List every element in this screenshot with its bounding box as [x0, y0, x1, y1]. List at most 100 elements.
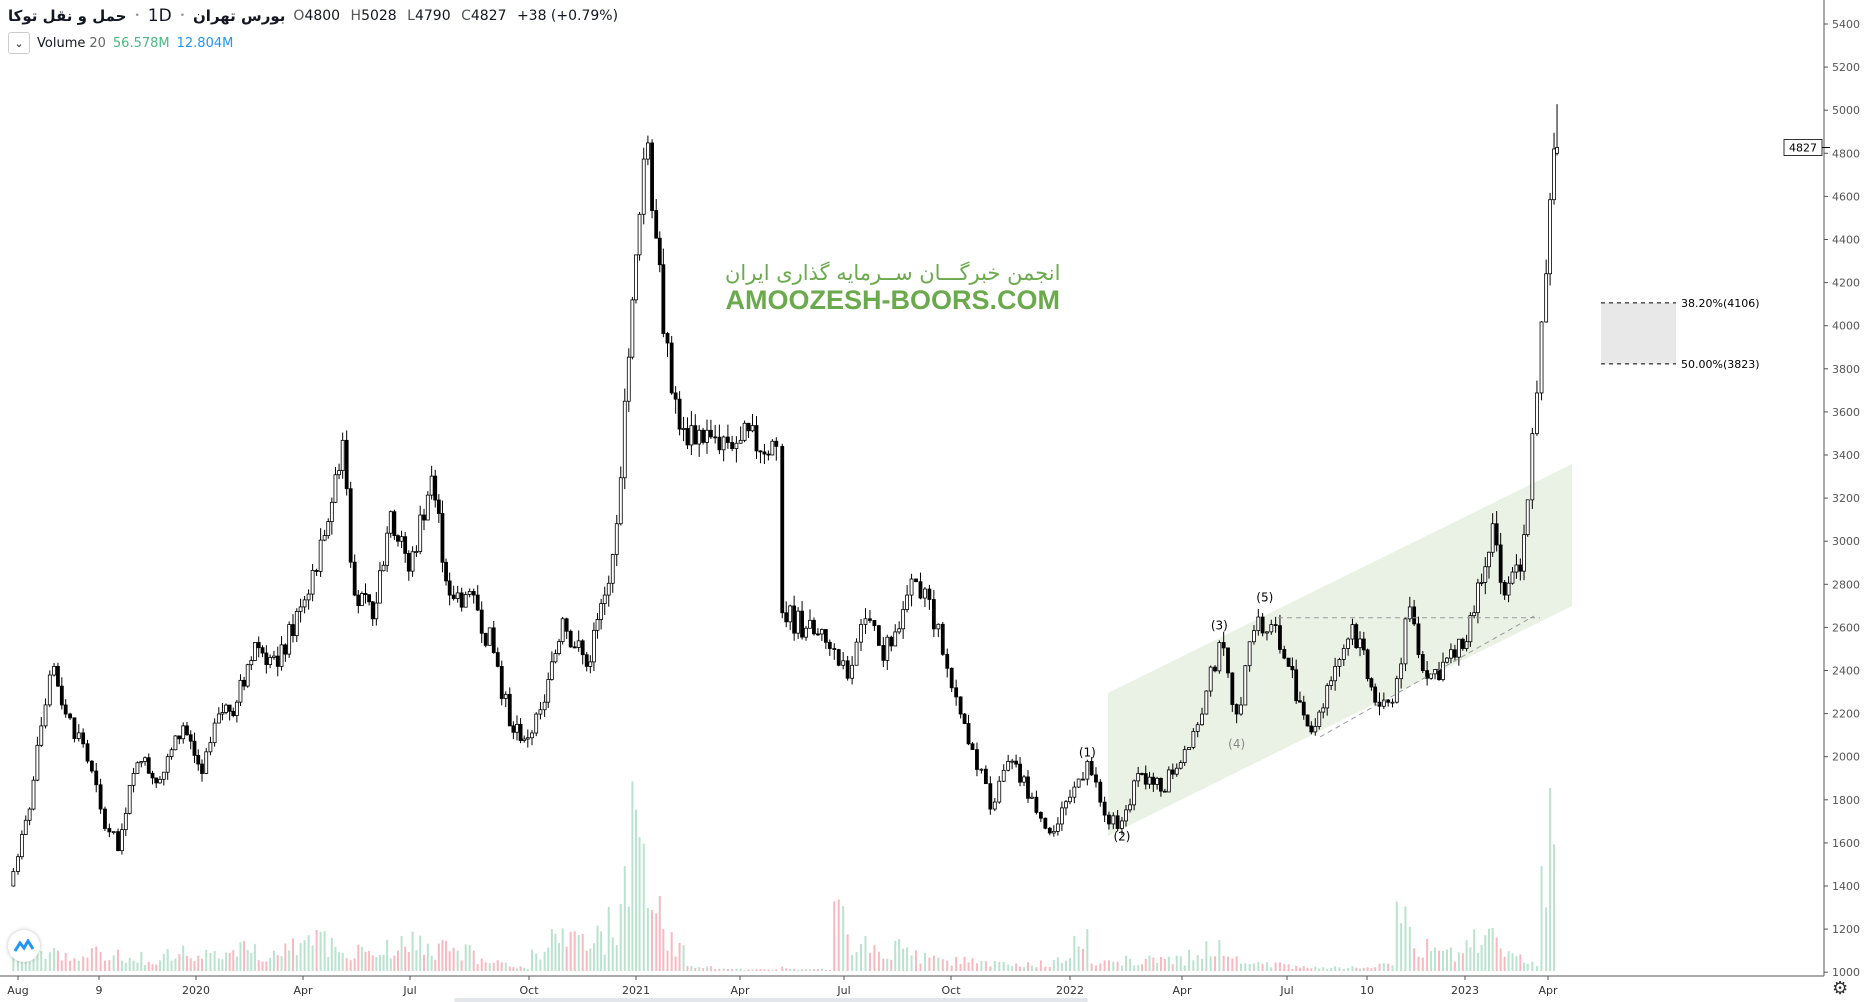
candle-body — [525, 737, 530, 740]
volume-bar — [1129, 958, 1132, 971]
volume-bar — [739, 968, 742, 971]
candle-body — [997, 780, 1002, 803]
candle-body — [131, 773, 136, 786]
volume-bar — [1188, 949, 1191, 971]
candle-body — [1325, 685, 1330, 709]
volume-bar — [1310, 968, 1313, 971]
candle-body — [94, 770, 99, 786]
watermark-persian: انجمن خبرگـــان ســرمایه گذاری ایران — [725, 261, 1061, 285]
drawings[interactable]: 38.20%(4106) 50.00%(3823) (1) (2) (3) (4) (5) — [1079, 297, 1760, 844]
volume-bar — [261, 961, 264, 971]
candle-body — [854, 641, 859, 666]
volume-bar — [797, 969, 800, 971]
tradingview-logo[interactable] — [8, 930, 40, 962]
horizontal-scrollbar[interactable] — [454, 998, 1088, 1002]
candle-body — [1132, 780, 1137, 806]
candle-body — [310, 570, 315, 595]
time-axis[interactable]: Aug 9 2020 Apr Jul Oct 2021 Apr Jul Oct 2022 Apr Jul… — [0, 975, 1824, 997]
low-value: 4790 — [414, 8, 451, 24]
time-tick-label: 10 — [1360, 984, 1374, 997]
candle-body — [1535, 392, 1539, 435]
candle-body — [298, 606, 303, 612]
volume-bar — [396, 950, 399, 971]
candle-body — [11, 871, 16, 887]
time-tick-label: 2023 — [1451, 984, 1479, 997]
volume-bar — [144, 965, 147, 971]
candle-body — [918, 581, 923, 599]
volume-bar — [1081, 949, 1084, 971]
volume-label[interactable]: Volume — [37, 35, 86, 51]
candle-body — [403, 536, 408, 554]
candle-body — [954, 687, 959, 698]
volume-bar — [882, 958, 885, 971]
candle-body — [348, 488, 353, 563]
price-axis[interactable]: 5400 5200 5000 4800 4600 4400 4200 4000 3800 3600… — [1783, 0, 1864, 979]
symbol-name[interactable]: حمل و نقل توکا — [8, 7, 127, 25]
volume-bar — [1270, 967, 1273, 971]
volume-bar — [775, 969, 778, 971]
candle-body — [1390, 701, 1395, 704]
candle-body — [56, 666, 60, 687]
volume-bar — [1159, 956, 1162, 971]
candle-body — [318, 539, 323, 572]
candle-body — [988, 783, 993, 810]
volume-bar — [1073, 935, 1076, 971]
volume-bar — [500, 962, 503, 971]
candle-body — [135, 762, 140, 774]
last-price-label: 4827 — [1789, 141, 1817, 154]
volume-bar — [1011, 965, 1014, 971]
candle-body — [816, 633, 820, 636]
volume-bar — [117, 949, 120, 971]
candle-body — [192, 740, 197, 756]
candle-body — [1282, 649, 1287, 659]
volume-bar — [140, 951, 143, 971]
volume-bar — [1499, 948, 1502, 971]
candle-body — [165, 756, 170, 773]
volume-bar — [1120, 965, 1123, 971]
collapse-button[interactable]: ⌄ — [8, 32, 30, 54]
candle-body — [614, 523, 619, 555]
candle-body — [429, 475, 434, 496]
price-tick-label: 4600 — [1832, 190, 1860, 203]
volume-bar — [1291, 968, 1294, 971]
volume-bar — [90, 948, 93, 971]
candle-body — [750, 425, 755, 432]
candle-body — [495, 652, 500, 667]
candle-body — [47, 674, 52, 706]
candle-body — [1412, 606, 1417, 625]
candle-body — [326, 521, 331, 536]
candle-body — [396, 535, 400, 542]
volume-bar — [793, 968, 796, 971]
candle-body — [123, 813, 128, 831]
candle-body — [188, 734, 193, 742]
volume-bar — [1039, 960, 1042, 971]
volume-bar — [1355, 967, 1358, 971]
candle-body — [800, 610, 804, 638]
ohlc-values: O4800 H5028 L4790 C4827 +38 (+0.79%) — [293, 8, 624, 24]
candle-body — [1260, 616, 1265, 634]
wave-label: (2) — [1113, 830, 1130, 844]
volume-bar — [360, 946, 363, 971]
candle-body — [909, 578, 914, 596]
candle-body — [314, 570, 319, 572]
volume-bar — [232, 950, 235, 971]
candle-body — [665, 333, 670, 344]
candle-body — [1038, 811, 1043, 819]
candle-body — [1208, 666, 1213, 692]
volume-bar — [801, 969, 804, 971]
volume-bar — [781, 966, 784, 971]
volume-bar — [53, 948, 56, 971]
volume-bar — [842, 906, 845, 971]
price-tick-label: 5000 — [1832, 104, 1860, 117]
volume-bar — [371, 955, 374, 971]
volume-bar — [327, 957, 330, 971]
volume-bar — [484, 962, 487, 971]
candle-body — [709, 429, 713, 438]
candle-body — [1166, 769, 1171, 793]
volume-bar — [205, 949, 208, 971]
volume-bar — [651, 909, 654, 971]
parallel-channel-drawing[interactable] — [1108, 464, 1572, 836]
price-tick-label: 5200 — [1832, 61, 1860, 74]
gear-icon[interactable]: ⚙ — [1832, 978, 1849, 999]
